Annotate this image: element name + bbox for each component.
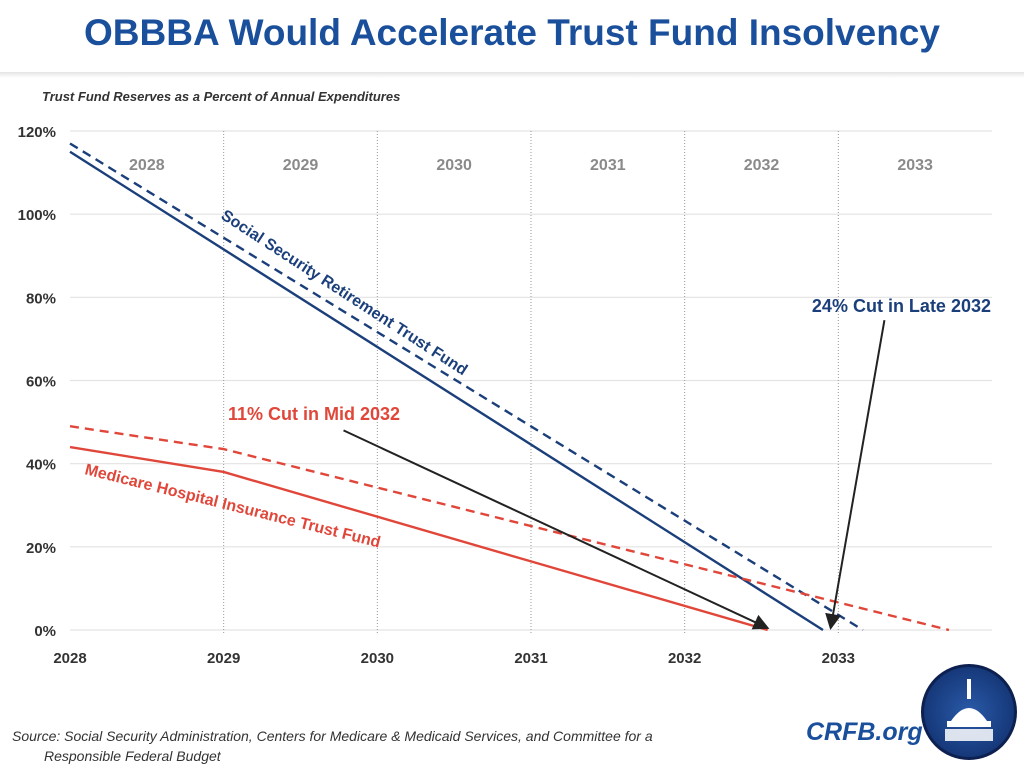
y-tick-label: 100%: [18, 207, 56, 224]
source-line-2: Responsible Federal Budget: [44, 748, 221, 764]
source-line-1: Source: Social Security Administration, …: [12, 728, 653, 744]
title-divider: [0, 72, 1024, 78]
y-tick-label: 20%: [26, 540, 56, 557]
annotation-arrow: [825, 320, 886, 630]
y-tick-label: 60%: [26, 374, 56, 391]
y-tick-label: 40%: [26, 457, 56, 474]
chart-subtitle: Trust Fund Reserves as a Percent of Annu…: [42, 89, 401, 104]
year-band-label: 2031: [590, 157, 626, 174]
series-line-hi_solid: [69, 445, 768, 632]
ss-line-label: Social Security Retirement Trust Fund: [218, 207, 470, 379]
series-line-hi_dashed: [69, 425, 950, 632]
y-tick-label: 0%: [34, 623, 56, 640]
series-line-ss_dashed: [69, 142, 864, 632]
hi-cut-annotation: 11% Cut in Mid 2032: [228, 404, 400, 424]
chart-title: OBBBA Would Accelerate Trust Fund Insolv…: [84, 12, 940, 53]
year-band-label: 2028: [129, 157, 165, 174]
annotation-arrow: [343, 429, 770, 630]
x-tick-label: 2028: [53, 650, 86, 667]
year-band-label: 2030: [436, 157, 472, 174]
series-line-ss_solid: [69, 150, 824, 632]
year-band-label: 2033: [897, 157, 933, 174]
year-band-label: 2029: [283, 157, 319, 174]
brand-link[interactable]: CRFB.org: [806, 718, 923, 746]
x-tick-label: 2031: [514, 650, 547, 667]
capitol-dome-logo-icon: [921, 664, 1017, 760]
x-tick-label: 2032: [668, 650, 701, 667]
ss-cut-annotation: 24% Cut in Late 2032: [812, 296, 991, 316]
x-tick-label: 2029: [207, 650, 240, 667]
source-note: Source: Social Security Administration, …: [12, 726, 732, 766]
x-tick-label: 2033: [822, 650, 855, 667]
y-tick-label: 120%: [18, 124, 56, 141]
y-tick-label: 80%: [26, 290, 56, 307]
year-band-label: 2032: [744, 157, 780, 174]
x-tick-label: 2030: [361, 650, 394, 667]
